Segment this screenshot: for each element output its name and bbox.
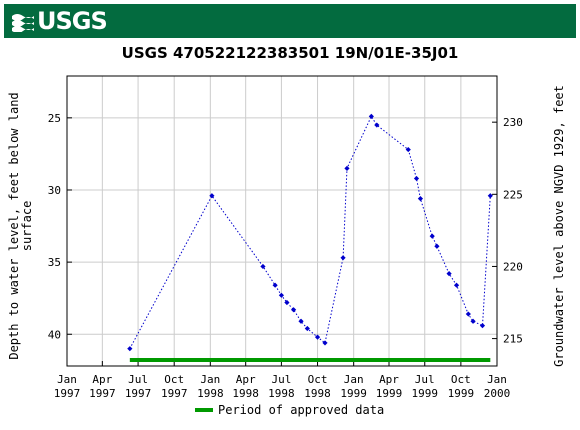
right-axis-label: Groundwater level above NGVD 1929, feet (552, 85, 566, 367)
x-tick-year: 1998 (197, 387, 224, 400)
x-tick-month: Jul (271, 373, 291, 386)
data-point (413, 175, 420, 182)
data-point (272, 282, 278, 288)
left-tick-label: 40 (48, 328, 61, 341)
data-point (322, 340, 328, 346)
data-point (209, 193, 215, 199)
x-tick-year: 2000 (484, 387, 511, 400)
left-tick-label: 35 (48, 256, 61, 269)
x-tick-year: 1997 (161, 387, 188, 400)
data-point (465, 311, 471, 317)
left-axis-ticks: 25 30 35 40 (48, 112, 72, 341)
x-tick-year: 1997 (89, 387, 116, 400)
right-axis-ticks: 215 220 225 230 (492, 116, 523, 346)
data-point (479, 323, 486, 329)
data-point (405, 146, 411, 153)
data-point (278, 292, 285, 298)
x-tick-month: Apr (236, 373, 256, 386)
usgs-header-banner: USGS (4, 4, 576, 38)
x-tick-month: Jan (344, 373, 364, 386)
data-point (344, 165, 350, 171)
x-tick-month: Apr (379, 373, 399, 386)
data-point (453, 282, 460, 288)
right-tick-label: 225 (503, 188, 523, 201)
data-point (127, 346, 133, 352)
x-tick-month: Oct (164, 373, 184, 386)
x-tick-year: 1998 (304, 387, 331, 400)
usgs-wave-icon (12, 10, 34, 32)
x-tick-year: 1999 (448, 387, 475, 400)
data-point (446, 271, 452, 277)
usgs-logo[interactable]: USGS (12, 6, 108, 36)
x-tick-month: Jul (128, 373, 148, 386)
x-tick-year: 1999 (376, 387, 403, 400)
legend-label: Period of approved data (218, 403, 384, 417)
x-tick-year: 1999 (411, 387, 438, 400)
x-axis-ticks: Jan1997Apr1997Jul1997Oct1997Jan1998Apr19… (54, 361, 511, 400)
data-point (470, 318, 476, 324)
x-tick-year: 1999 (340, 387, 367, 400)
series-line (129, 115, 491, 349)
left-tick-label: 25 (48, 112, 61, 125)
data-point (368, 113, 374, 119)
right-tick-label: 230 (503, 116, 523, 129)
data-point (429, 233, 435, 239)
data-point (304, 325, 310, 332)
x-tick-year: 1997 (125, 387, 152, 400)
data-point (260, 263, 266, 270)
left-axis-label-line1: Depth to water level, feet below land (7, 92, 21, 359)
data-point (374, 122, 380, 128)
x-tick-month: Oct (451, 373, 471, 386)
chart-title: USGS 470522122383501 19N/01E-35J01 (122, 44, 459, 62)
series-layer (127, 113, 493, 352)
x-tick-month: Jul (415, 373, 435, 386)
right-tick-label: 220 (503, 260, 523, 273)
data-point (298, 318, 304, 324)
data-point (487, 193, 493, 199)
legend: Period of approved data (195, 403, 384, 417)
left-tick-label: 30 (48, 184, 61, 197)
x-tick-year: 1998 (268, 387, 295, 400)
x-tick-month: Apr (92, 373, 112, 386)
plot-frame (66, 75, 498, 367)
data-point (340, 255, 346, 261)
x-tick-year: 1998 (232, 387, 259, 400)
left-axis-label-line2: surface (20, 201, 34, 252)
data-point (434, 243, 440, 249)
x-tick-month: Jan (57, 373, 77, 386)
x-tick-year: 1997 (54, 387, 81, 400)
x-tick-month: Jan (487, 373, 507, 386)
data-point (314, 334, 321, 340)
data-point (284, 299, 290, 306)
right-tick-label: 215 (503, 333, 523, 346)
x-tick-month: Jan (200, 373, 220, 386)
usgs-logo-text: USGS (37, 7, 108, 35)
data-point (290, 307, 297, 313)
grid-lines (66, 76, 498, 366)
x-tick-month: Oct (308, 373, 328, 386)
data-point (417, 196, 424, 202)
